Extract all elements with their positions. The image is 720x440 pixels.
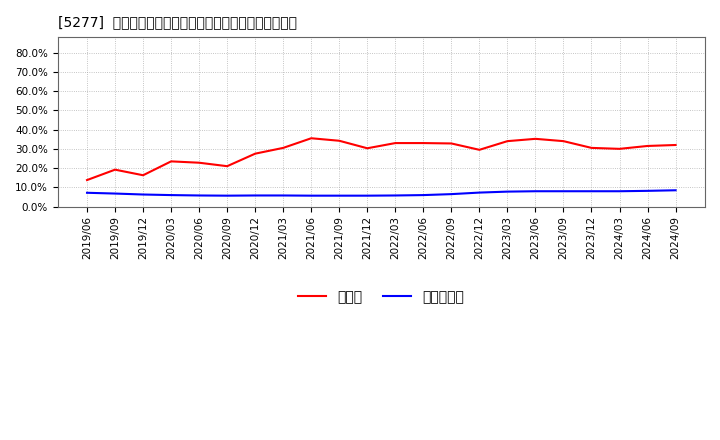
有利子負債 — [222, 193, 231, 198]
現預金 — [615, 146, 624, 151]
有利子負債 — [363, 193, 372, 198]
有利子負債 — [419, 192, 428, 198]
現預金 — [475, 147, 484, 152]
有利子負債 — [615, 189, 624, 194]
有利子負債 — [251, 193, 259, 198]
現預金 — [531, 136, 540, 142]
現預金 — [391, 140, 400, 146]
有利子負債 — [447, 191, 456, 197]
現預金 — [251, 151, 259, 156]
有利子負債 — [559, 189, 568, 194]
Text: [5277]  現預金、有利子負債の総資産に対する比率の推移: [5277] 現預金、有利子負債の総資産に対する比率の推移 — [58, 15, 297, 29]
現預金 — [643, 143, 652, 149]
Line: 有利子負債: 有利子負債 — [87, 190, 675, 196]
現預金 — [503, 139, 512, 144]
現預金 — [222, 164, 231, 169]
Legend: 現預金, 有利子負債: 現預金, 有利子負債 — [293, 285, 469, 310]
有利子負債 — [195, 193, 204, 198]
有利子負債 — [307, 193, 315, 198]
現預金 — [111, 167, 120, 172]
現預金 — [419, 140, 428, 146]
現預金 — [447, 141, 456, 146]
有利子負債 — [531, 189, 540, 194]
有利子負債 — [83, 190, 91, 195]
有利子負債 — [111, 191, 120, 196]
現預金 — [83, 177, 91, 183]
現預金 — [167, 159, 176, 164]
有利子負債 — [671, 187, 680, 193]
有利子負債 — [335, 193, 343, 198]
現預金 — [671, 143, 680, 148]
現預金 — [139, 172, 148, 178]
現預金 — [307, 136, 315, 141]
有利子負債 — [391, 193, 400, 198]
有利子負債 — [139, 192, 148, 197]
Line: 現預金: 現預金 — [87, 138, 675, 180]
有利子負債 — [475, 190, 484, 195]
現預金 — [279, 145, 287, 150]
有利子負債 — [588, 189, 596, 194]
有利子負債 — [503, 189, 512, 194]
現預金 — [559, 139, 568, 144]
有利子負債 — [167, 192, 176, 198]
現預金 — [195, 160, 204, 165]
現預金 — [335, 138, 343, 143]
有利子負債 — [643, 188, 652, 194]
現預金 — [363, 146, 372, 151]
有利子負債 — [279, 193, 287, 198]
現預金 — [588, 145, 596, 150]
